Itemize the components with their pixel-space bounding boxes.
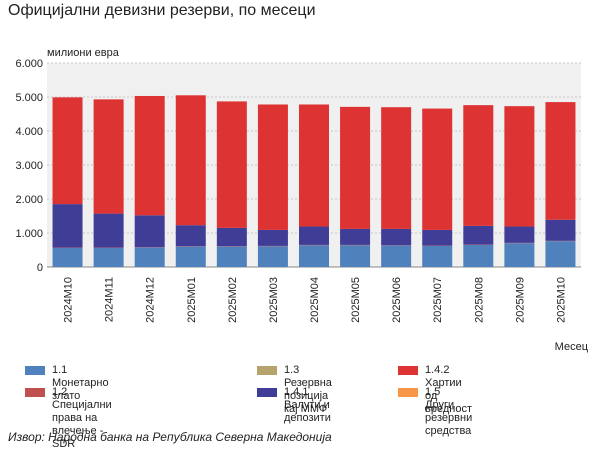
bar-segment — [381, 246, 411, 267]
source-note: Извор: Народна банка на Република Северн… — [8, 430, 332, 444]
bar-chart: 0 1.000 2.000 3.000 4.000 5.000 6.000 2024M10 2… — [0, 0, 600, 360]
bar-segment — [135, 248, 165, 267]
x-tick-label: 2025M03 — [268, 277, 280, 323]
x-tick-label: 2025M08 — [473, 277, 485, 323]
bar-segment — [545, 241, 575, 267]
bar-segment — [504, 106, 534, 226]
legend-item: 1.5 Други резервни средства — [398, 386, 472, 438]
bar-segment — [299, 104, 329, 226]
bar-segment — [258, 104, 288, 229]
bar-segment — [176, 95, 206, 225]
bar-segment — [176, 247, 206, 267]
legend-label: 1.5 Други резервни средства — [425, 386, 472, 438]
legend-swatch — [257, 388, 277, 397]
bar-segment — [340, 229, 370, 245]
bar-segment — [504, 227, 534, 243]
x-tick-label: 2025M05 — [350, 277, 362, 323]
bar-segment — [545, 102, 575, 220]
bar-segment — [258, 246, 288, 267]
bar-segment — [53, 204, 83, 248]
bar-segment — [176, 225, 206, 246]
legend-swatch — [25, 366, 45, 375]
bar-segment — [53, 97, 83, 204]
legend-item: 1.4.1 Валути и депозити — [257, 386, 331, 425]
x-tick-label: 2024M12 — [145, 277, 157, 323]
y-tick-label: 6.000 — [15, 58, 43, 70]
bar-segment — [299, 245, 329, 267]
bar-segment — [53, 248, 83, 267]
x-tick-label: 2025M04 — [309, 277, 321, 323]
bar-segment — [258, 230, 288, 246]
bar-segment — [94, 214, 124, 248]
y-tick-label: 3.000 — [15, 160, 43, 172]
x-tick-label: 2024M11 — [104, 277, 116, 322]
legend-swatch — [25, 388, 45, 397]
y-axis-label: милиони евра — [47, 47, 120, 59]
bar-segment — [135, 96, 165, 215]
bar-segment — [299, 227, 329, 245]
bar-segment — [94, 248, 124, 267]
bar-segment — [463, 105, 493, 226]
y-tick-label: 2.000 — [15, 194, 43, 206]
x-axis-label: Месец — [555, 341, 589, 353]
bar-segment — [422, 109, 452, 230]
bar-segment — [217, 247, 247, 267]
x-tick-label: 2025M10 — [555, 277, 567, 323]
x-tick-label: 2025M07 — [432, 277, 444, 323]
bar-segment — [94, 99, 124, 213]
y-tick-label: 4.000 — [15, 126, 43, 138]
bar-segment — [422, 230, 452, 246]
x-tick-label: 2025M09 — [514, 277, 526, 323]
bar-segment — [217, 101, 247, 227]
bar-segment — [545, 220, 575, 241]
bar-segment — [504, 243, 534, 267]
bar-segment — [463, 245, 493, 267]
bar-segment — [340, 245, 370, 267]
y-tick-label: 1.000 — [15, 228, 43, 240]
legend-label: 1.4.1 Валути и депозити — [284, 386, 331, 425]
bar-segment — [381, 229, 411, 245]
x-tick-label: 2025M01 — [186, 277, 198, 323]
bar-segment — [217, 228, 247, 246]
bar-segment — [135, 215, 165, 247]
legend-swatch — [398, 388, 418, 397]
legend-swatch — [398, 366, 418, 375]
bar-segment — [422, 246, 452, 267]
x-tick-label: 2025M06 — [391, 277, 403, 323]
y-tick-label: 5.000 — [15, 92, 43, 104]
legend-swatch — [257, 366, 277, 375]
bar-segment — [381, 107, 411, 229]
y-tick-label: 0 — [37, 262, 43, 274]
bar-segment — [340, 107, 370, 229]
x-tick-label: 2025M02 — [227, 277, 239, 323]
bar-segment — [463, 226, 493, 245]
x-tick-label: 2024M10 — [63, 277, 75, 323]
